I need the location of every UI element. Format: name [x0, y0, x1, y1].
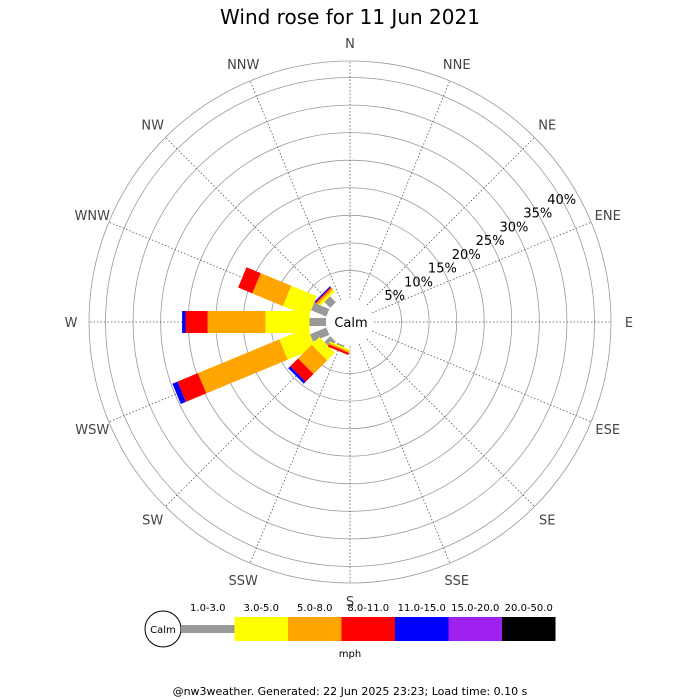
direction-label-ne: NE [538, 119, 556, 134]
legend-swatch-bin-1 [234, 617, 288, 641]
percent-label: 25% [476, 234, 505, 249]
petal-w-bin-3 [185, 311, 208, 333]
grid-spoke [372, 330, 592, 423]
petal-wnw-bin-3 [238, 267, 261, 294]
petal-ssw-bin-2 [328, 343, 350, 353]
petal-sw-bin-1 [311, 337, 335, 361]
petal-wsw-bin-3 [177, 373, 207, 402]
legend-bin-label: 15.0-20.0 [451, 603, 499, 614]
petal-w-bin-1 [265, 311, 310, 333]
speed-legend: Calm mph 1.0-3.0 3.0-5.0 5.0-8.0 8.0-11.0 11… [144, 603, 556, 660]
legend-bin-label: 5.0-8.0 [297, 603, 332, 614]
legend-swatch-bin-0 [181, 625, 235, 633]
grid-spoke [249, 344, 342, 564]
legend-swatch-bin-4 [395, 617, 449, 641]
direction-label-nw: NW [141, 119, 164, 134]
petal-w-bin-2 [207, 311, 266, 333]
petal-sw-bin-4 [288, 366, 306, 384]
petal-ssw-bin-3 [327, 344, 350, 355]
direction-label-ssw: SSW [229, 574, 259, 589]
percent-label: 5% [384, 289, 405, 304]
petal-ssw-bin-0 [336, 342, 345, 348]
direction-label-n: N [345, 37, 355, 52]
direction-label-sw: SW [142, 513, 163, 528]
calm-circle [326, 298, 374, 346]
petal-ssw-bin-1 [329, 341, 351, 352]
petal-wsw-bin-2 [197, 339, 288, 394]
percent-label: 20% [452, 248, 481, 263]
petal-nw-bin-3 [315, 287, 332, 304]
direction-label-w: W [65, 316, 78, 331]
grid-spoke [358, 344, 451, 564]
footer-text: @nw3weather. Generated: 22 Jun 2025 23:2… [173, 685, 528, 698]
petal-nw-bin-1 [317, 289, 335, 307]
chart-title: Wind rose for 11 Jun 2021 [220, 5, 480, 29]
petal-wsw-bin-0 [310, 327, 330, 342]
legend-swatch-bin-5 [448, 617, 502, 641]
direction-labels: N NNE NE ENE E ESE SE SSE S SSW SW WSW W WNW NW NNW [65, 37, 634, 610]
petal-sw-bin-3 [290, 358, 314, 382]
grid-ring [105, 77, 595, 567]
grid-spoke [249, 80, 342, 300]
direction-label-wsw: WSW [75, 423, 109, 438]
legend-bin-label: 1.0-3.0 [190, 603, 225, 614]
legend-bin-label: 11.0-15.0 [398, 603, 446, 614]
direction-label-nnw: NNW [227, 58, 259, 73]
percent-label: 10% [404, 275, 433, 290]
petal-nw-bin-0 [324, 296, 336, 308]
grid-spoke [366, 137, 535, 306]
petal-wnw-bin-0 [311, 302, 330, 317]
petal-w-bin-0 [309, 318, 326, 326]
legend-bin-label: 8.0-11.0 [347, 603, 389, 614]
direction-label-wnw: WNW [75, 209, 111, 224]
direction-label-sse: SSE [444, 574, 469, 589]
direction-label-nne: NNE [443, 58, 471, 73]
petal-nw-bin-4 [314, 286, 331, 303]
petal-wnw-bin-1 [282, 285, 317, 317]
wind-petals [172, 267, 351, 404]
percent-label: 15% [428, 262, 457, 277]
direction-label-ene: ENE [595, 209, 621, 224]
legend-swatch-bin-6 [502, 617, 556, 641]
legend-swatch-bin-3 [341, 617, 395, 641]
grid-spoke [358, 80, 451, 300]
legend-unit-label: mph [339, 649, 361, 660]
legend-bin-label: 3.0-5.0 [244, 603, 279, 614]
direction-label-ese: ESE [595, 423, 620, 438]
grid-ring-outer [88, 60, 612, 584]
grid-spoke [366, 338, 535, 507]
direction-label-se: SE [539, 513, 555, 528]
grid-spoke [165, 137, 334, 306]
grid-spoke [372, 221, 592, 314]
legend-bin-label: 20.0-50.0 [505, 603, 553, 614]
legend-calm-label: Calm [150, 625, 176, 636]
petal-wnw-bin-2 [252, 273, 292, 307]
petal-wsw-bin-4 [172, 381, 186, 404]
calm-label: Calm [334, 316, 367, 331]
direction-label-s: S [346, 595, 354, 610]
percent-label: 30% [500, 220, 529, 235]
petal-nw-bin-2 [315, 287, 333, 305]
percent-label: 35% [523, 207, 552, 222]
petal-w-bin-4 [182, 311, 186, 333]
petal-sw-bin-2 [298, 344, 328, 374]
percent-labels: 5%10%15%20%25%30%35%40% [384, 193, 576, 304]
legend-swatch-bin-2 [288, 617, 342, 641]
direction-label-e: E [625, 316, 633, 331]
percent-label: 40% [547, 193, 576, 208]
